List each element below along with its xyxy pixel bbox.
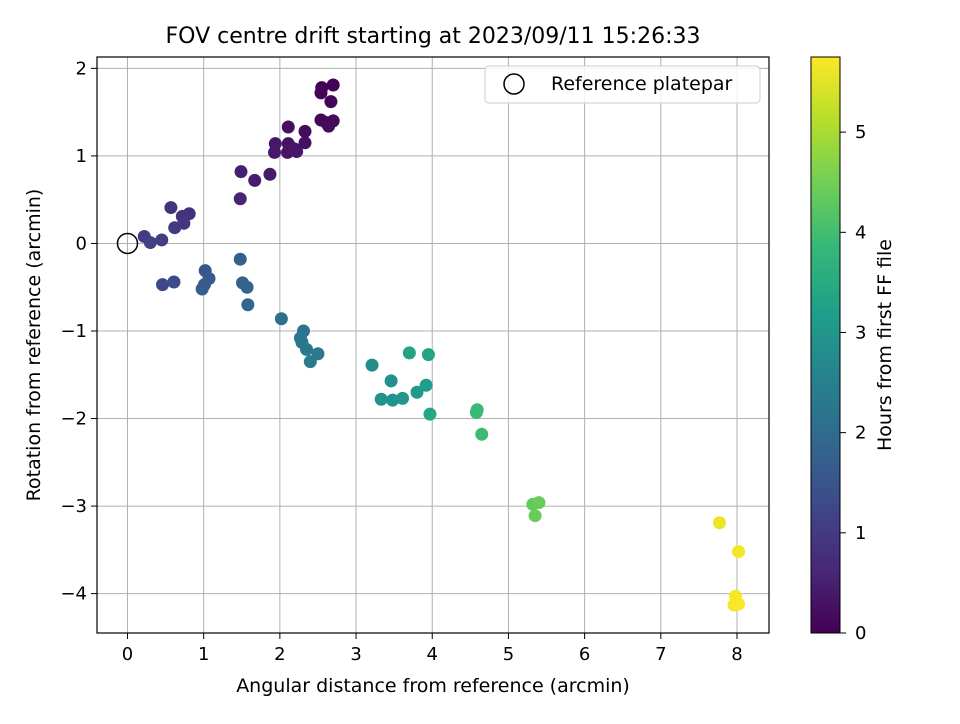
plot-area	[97, 57, 769, 633]
colorbar: 0 1 2 3 4 5 Hours from first FF file	[810, 56, 896, 644]
data-points	[137, 78, 746, 612]
data-point	[410, 385, 424, 399]
y-tick-label: −2	[60, 409, 87, 430]
data-point	[240, 280, 254, 294]
data-point	[248, 173, 262, 187]
data-point	[195, 282, 209, 296]
x-tick-label: 7	[655, 644, 666, 665]
data-point	[322, 119, 336, 133]
x-tick-label: 2	[274, 644, 285, 665]
data-point	[423, 407, 437, 421]
data-point	[374, 392, 388, 406]
grid-lines	[97, 57, 769, 633]
data-point	[233, 192, 247, 206]
x-tick-label: 4	[427, 644, 438, 665]
data-point	[326, 78, 340, 92]
data-point	[470, 403, 484, 417]
data-point	[384, 374, 398, 388]
y-tick-label: 0	[76, 233, 87, 254]
data-point	[298, 124, 312, 138]
y-tick-label: 1	[76, 146, 87, 167]
data-point	[732, 597, 746, 611]
data-point	[732, 545, 746, 559]
data-point	[314, 86, 328, 100]
data-point	[365, 358, 379, 372]
colorbar-tick-label: 3	[855, 322, 866, 343]
colorbar-tick-label: 5	[855, 122, 866, 143]
data-point	[532, 496, 546, 510]
data-point	[528, 509, 542, 523]
data-point	[241, 298, 255, 312]
data-point	[290, 145, 304, 159]
legend-box	[484, 65, 761, 104]
data-point	[712, 516, 726, 530]
data-point	[268, 145, 282, 159]
data-point	[168, 221, 182, 235]
reference-platepar-marker	[116, 232, 139, 255]
x-tick-label: 0	[122, 644, 133, 665]
data-point	[421, 348, 435, 362]
data-point	[234, 165, 248, 179]
data-point	[303, 355, 317, 369]
colorbar-tick-label: 0	[855, 623, 866, 644]
legend: Reference platepar	[484, 65, 761, 104]
legend-label-reference-platepar: Reference platepar	[551, 73, 733, 95]
data-point	[300, 342, 314, 356]
reference-marker-group	[116, 232, 139, 255]
x-tick-label: 3	[350, 644, 361, 665]
chart-title: FOV centre drift starting at 2023/09/11 …	[166, 24, 701, 49]
x-tick-label: 6	[579, 644, 590, 665]
data-point	[233, 252, 247, 266]
x-axis-label: Angular distance from reference (arcmin)	[236, 675, 630, 697]
data-point	[298, 136, 312, 150]
colorbar-tick-label: 1	[855, 523, 866, 544]
data-point	[167, 275, 181, 289]
colorbar-tick-label: 2	[855, 423, 866, 444]
y-tick-label: 2	[76, 58, 87, 79]
colorbar-gradient	[810, 56, 841, 634]
data-point	[402, 346, 416, 360]
x-axis-ticks: 0 1 2 3 4 5 6 7 8	[122, 633, 743, 665]
y-axis-ticks: −4 −3 −2 −1 0 1 2	[60, 58, 97, 605]
data-point	[396, 391, 410, 405]
x-tick-label: 5	[503, 644, 514, 665]
data-point	[156, 278, 170, 292]
y-axis-label: Rotation from reference (arcmin)	[23, 189, 45, 502]
y-tick-label: −4	[60, 584, 87, 605]
x-tick-label: 1	[198, 644, 209, 665]
plot-frame	[96, 56, 770, 634]
data-point	[164, 201, 178, 215]
data-point	[281, 120, 295, 134]
x-tick-label: 8	[731, 644, 742, 665]
data-point	[386, 393, 400, 407]
colorbar-tick-label: 4	[855, 222, 866, 243]
data-point	[475, 427, 489, 441]
data-point	[143, 236, 157, 250]
colorbar-label: Hours from first FF file	[874, 239, 896, 451]
data-point	[324, 95, 338, 109]
legend-reference-marker-icon	[503, 73, 525, 95]
y-tick-label: −1	[60, 321, 87, 342]
data-point	[155, 233, 169, 247]
data-point	[419, 378, 433, 392]
y-tick-label: −3	[60, 496, 87, 517]
colorbar-ticks: 0 1 2 3 4 5	[840, 122, 866, 644]
data-point	[274, 312, 288, 326]
data-point	[263, 167, 277, 181]
